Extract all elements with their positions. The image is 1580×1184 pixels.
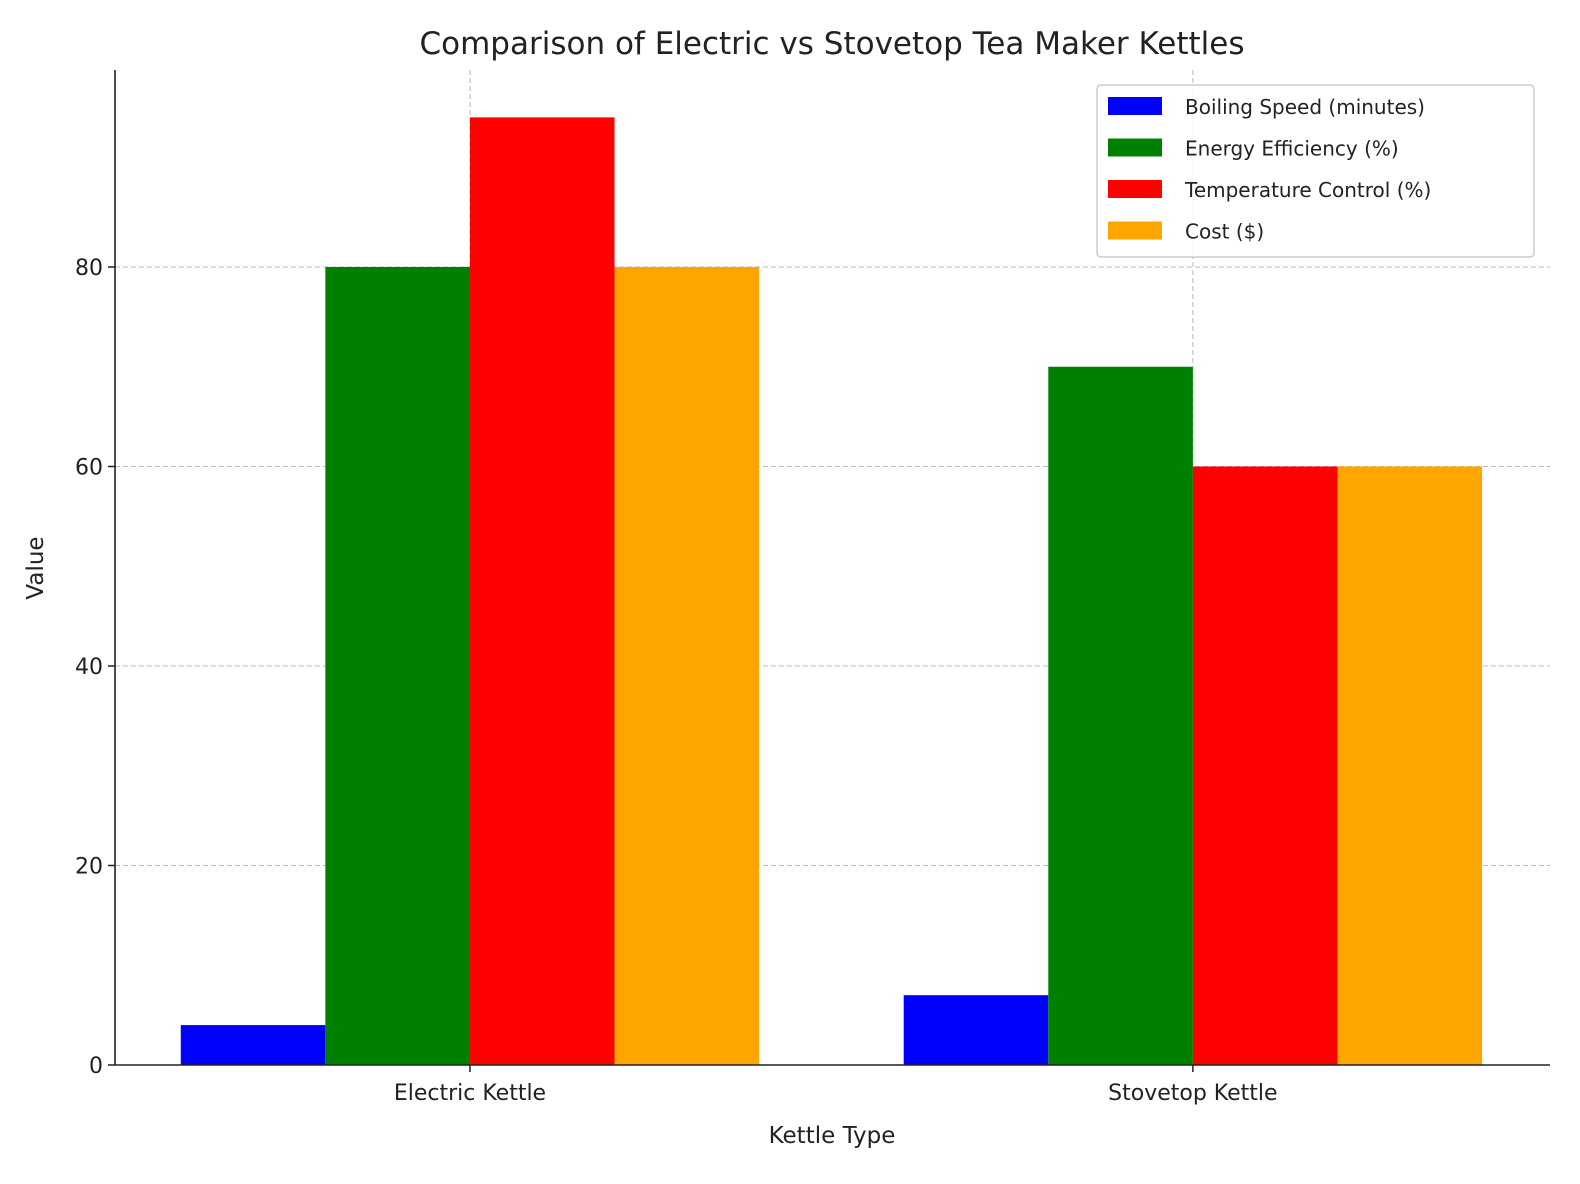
axes (114, 70, 1550, 1066)
legend-swatch (1108, 180, 1162, 198)
y-tick-label: 20 (75, 855, 103, 880)
y-tick-label: 80 (75, 256, 103, 281)
legend-frame (1096, 84, 1535, 258)
bar (469, 117, 615, 1065)
ticks: 0 20 40 60 80 Electric Kettle Stovetop Kettle (75, 256, 1278, 1106)
y-tick-label: 0 (89, 1054, 103, 1079)
legend-entry: Temperature Control (%) (1184, 178, 1431, 202)
bar (325, 267, 470, 1065)
y-tick-label: 60 (75, 456, 103, 481)
bar (180, 1025, 326, 1065)
bar (1337, 466, 1483, 1065)
legend: Boiling Speed (minutes) Energy Efficiency… (1096, 84, 1535, 258)
bars (180, 117, 1483, 1065)
legend-entry: Cost ($) (1185, 220, 1264, 244)
x-tick-label: Stovetop Kettle (1108, 1081, 1277, 1106)
legend-swatch (1108, 138, 1162, 157)
legend-swatch (1108, 221, 1162, 240)
bar (1048, 366, 1193, 1065)
chart-title: Comparison of Electric vs Stovetop Tea M… (420, 26, 1245, 62)
legend-entry: Energy Efficiency (%) (1185, 137, 1399, 161)
y-axis-label: Value (23, 536, 49, 599)
bar (614, 267, 760, 1065)
x-axis-label: Kettle Type (769, 1123, 896, 1149)
bar (903, 995, 1049, 1065)
legend-entry: Boiling Speed (minutes) (1185, 95, 1425, 119)
legend-swatch (1108, 97, 1162, 115)
bar (1192, 466, 1338, 1065)
x-tick-label: Electric Kettle (394, 1081, 546, 1106)
y-tick-label: 40 (75, 655, 103, 680)
